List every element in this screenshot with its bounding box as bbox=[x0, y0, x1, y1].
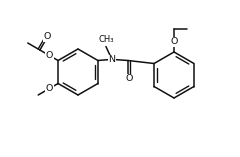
Text: O: O bbox=[125, 74, 133, 83]
Text: O: O bbox=[46, 84, 53, 93]
Text: O: O bbox=[170, 38, 178, 46]
Text: CH₃: CH₃ bbox=[98, 35, 114, 44]
Text: N: N bbox=[108, 55, 115, 64]
Text: O: O bbox=[44, 32, 51, 41]
Text: O: O bbox=[46, 51, 53, 60]
